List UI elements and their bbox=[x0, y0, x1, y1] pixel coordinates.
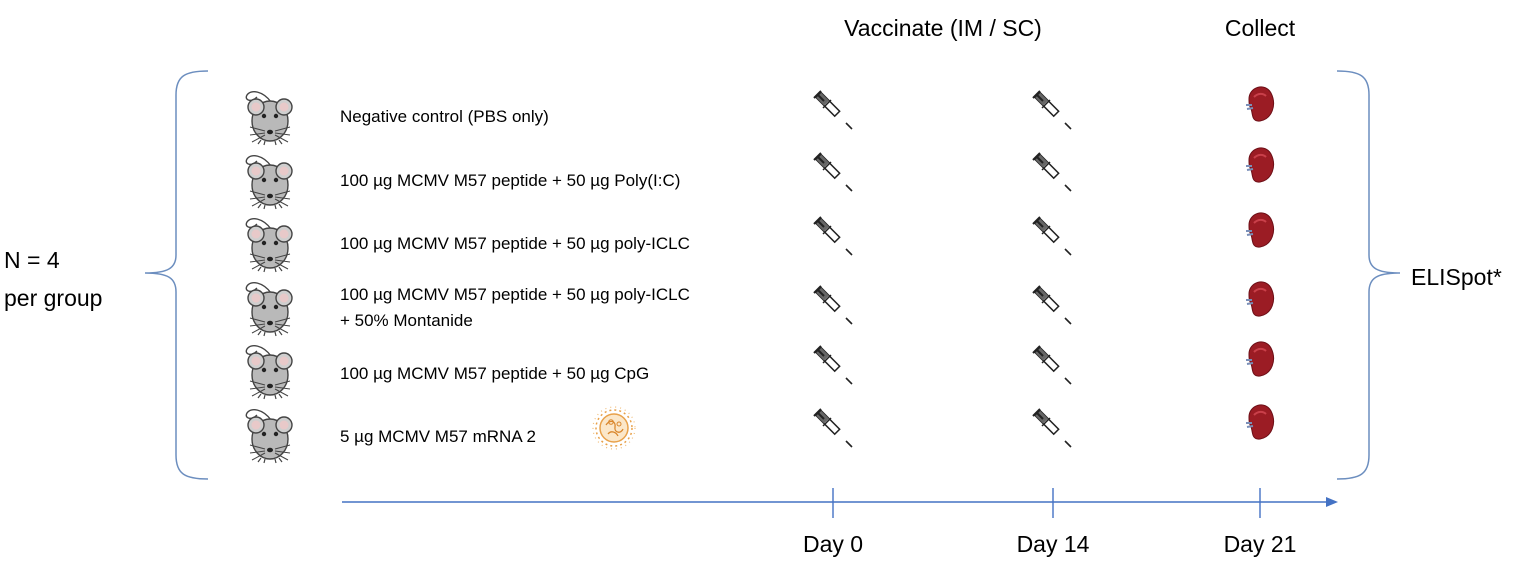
group-size-line2: per group bbox=[4, 285, 102, 311]
mouse-icon bbox=[245, 408, 293, 464]
syringe-icon bbox=[1032, 285, 1072, 325]
syringe-icon bbox=[813, 408, 853, 448]
right-brace bbox=[1336, 70, 1401, 480]
group-label: 100 µg MCMV M57 peptide + 50 µg Poly(I:C… bbox=[340, 171, 680, 190]
mouse-icon bbox=[245, 281, 293, 337]
spleen-icon bbox=[1245, 85, 1275, 123]
group-label: 5 µg MCMV M57 mRNA 2 bbox=[340, 427, 536, 446]
group-label: Negative control (PBS only) bbox=[340, 107, 549, 126]
syringe-icon bbox=[1032, 216, 1072, 256]
syringe-icon bbox=[1032, 152, 1072, 192]
syringe-icon bbox=[813, 345, 853, 385]
group-label-line2: + 50% Montanide bbox=[340, 311, 473, 330]
syringe-icon bbox=[813, 90, 853, 130]
syringe-icon bbox=[813, 152, 853, 192]
spleen-icon bbox=[1245, 146, 1275, 184]
spleen-icon bbox=[1245, 340, 1275, 378]
mouse-icon bbox=[245, 154, 293, 210]
group-label: 100 µg MCMV M57 peptide + 50 µg poly-ICL… bbox=[340, 285, 690, 304]
day-label: Day 21 bbox=[1224, 531, 1297, 557]
vaccinate-header: Vaccinate (IM / SC) bbox=[844, 15, 1042, 41]
timeline-arrowhead bbox=[1326, 497, 1338, 507]
spleen-icon bbox=[1245, 211, 1275, 249]
syringe-icon bbox=[1032, 408, 1072, 448]
day-label: Day 14 bbox=[1017, 531, 1090, 557]
syringe-icon bbox=[813, 216, 853, 256]
group-label: 100 µg MCMV M57 peptide + 50 µg CpG bbox=[340, 364, 649, 383]
syringe-icon bbox=[813, 285, 853, 325]
group-size-label: N = 4 per group bbox=[4, 247, 102, 311]
mouse-icon bbox=[245, 217, 293, 273]
spleen-icon bbox=[1245, 403, 1275, 441]
syringe-icon bbox=[1032, 345, 1072, 385]
mouse-icon bbox=[245, 90, 293, 146]
lipid-nanoparticle-icon bbox=[592, 406, 636, 450]
spleen-icon bbox=[1245, 280, 1275, 318]
day-label: Day 0 bbox=[803, 531, 863, 557]
syringe-icon bbox=[1032, 90, 1072, 130]
left-brace bbox=[144, 70, 209, 480]
mouse-icon bbox=[245, 344, 293, 400]
group-label: 100 µg MCMV M57 peptide + 50 µg poly-ICL… bbox=[340, 234, 690, 253]
readout-label: ELISpot* bbox=[1411, 264, 1502, 290]
collect-header: Collect bbox=[1225, 15, 1296, 41]
group-size-line1: N = 4 bbox=[4, 247, 60, 273]
